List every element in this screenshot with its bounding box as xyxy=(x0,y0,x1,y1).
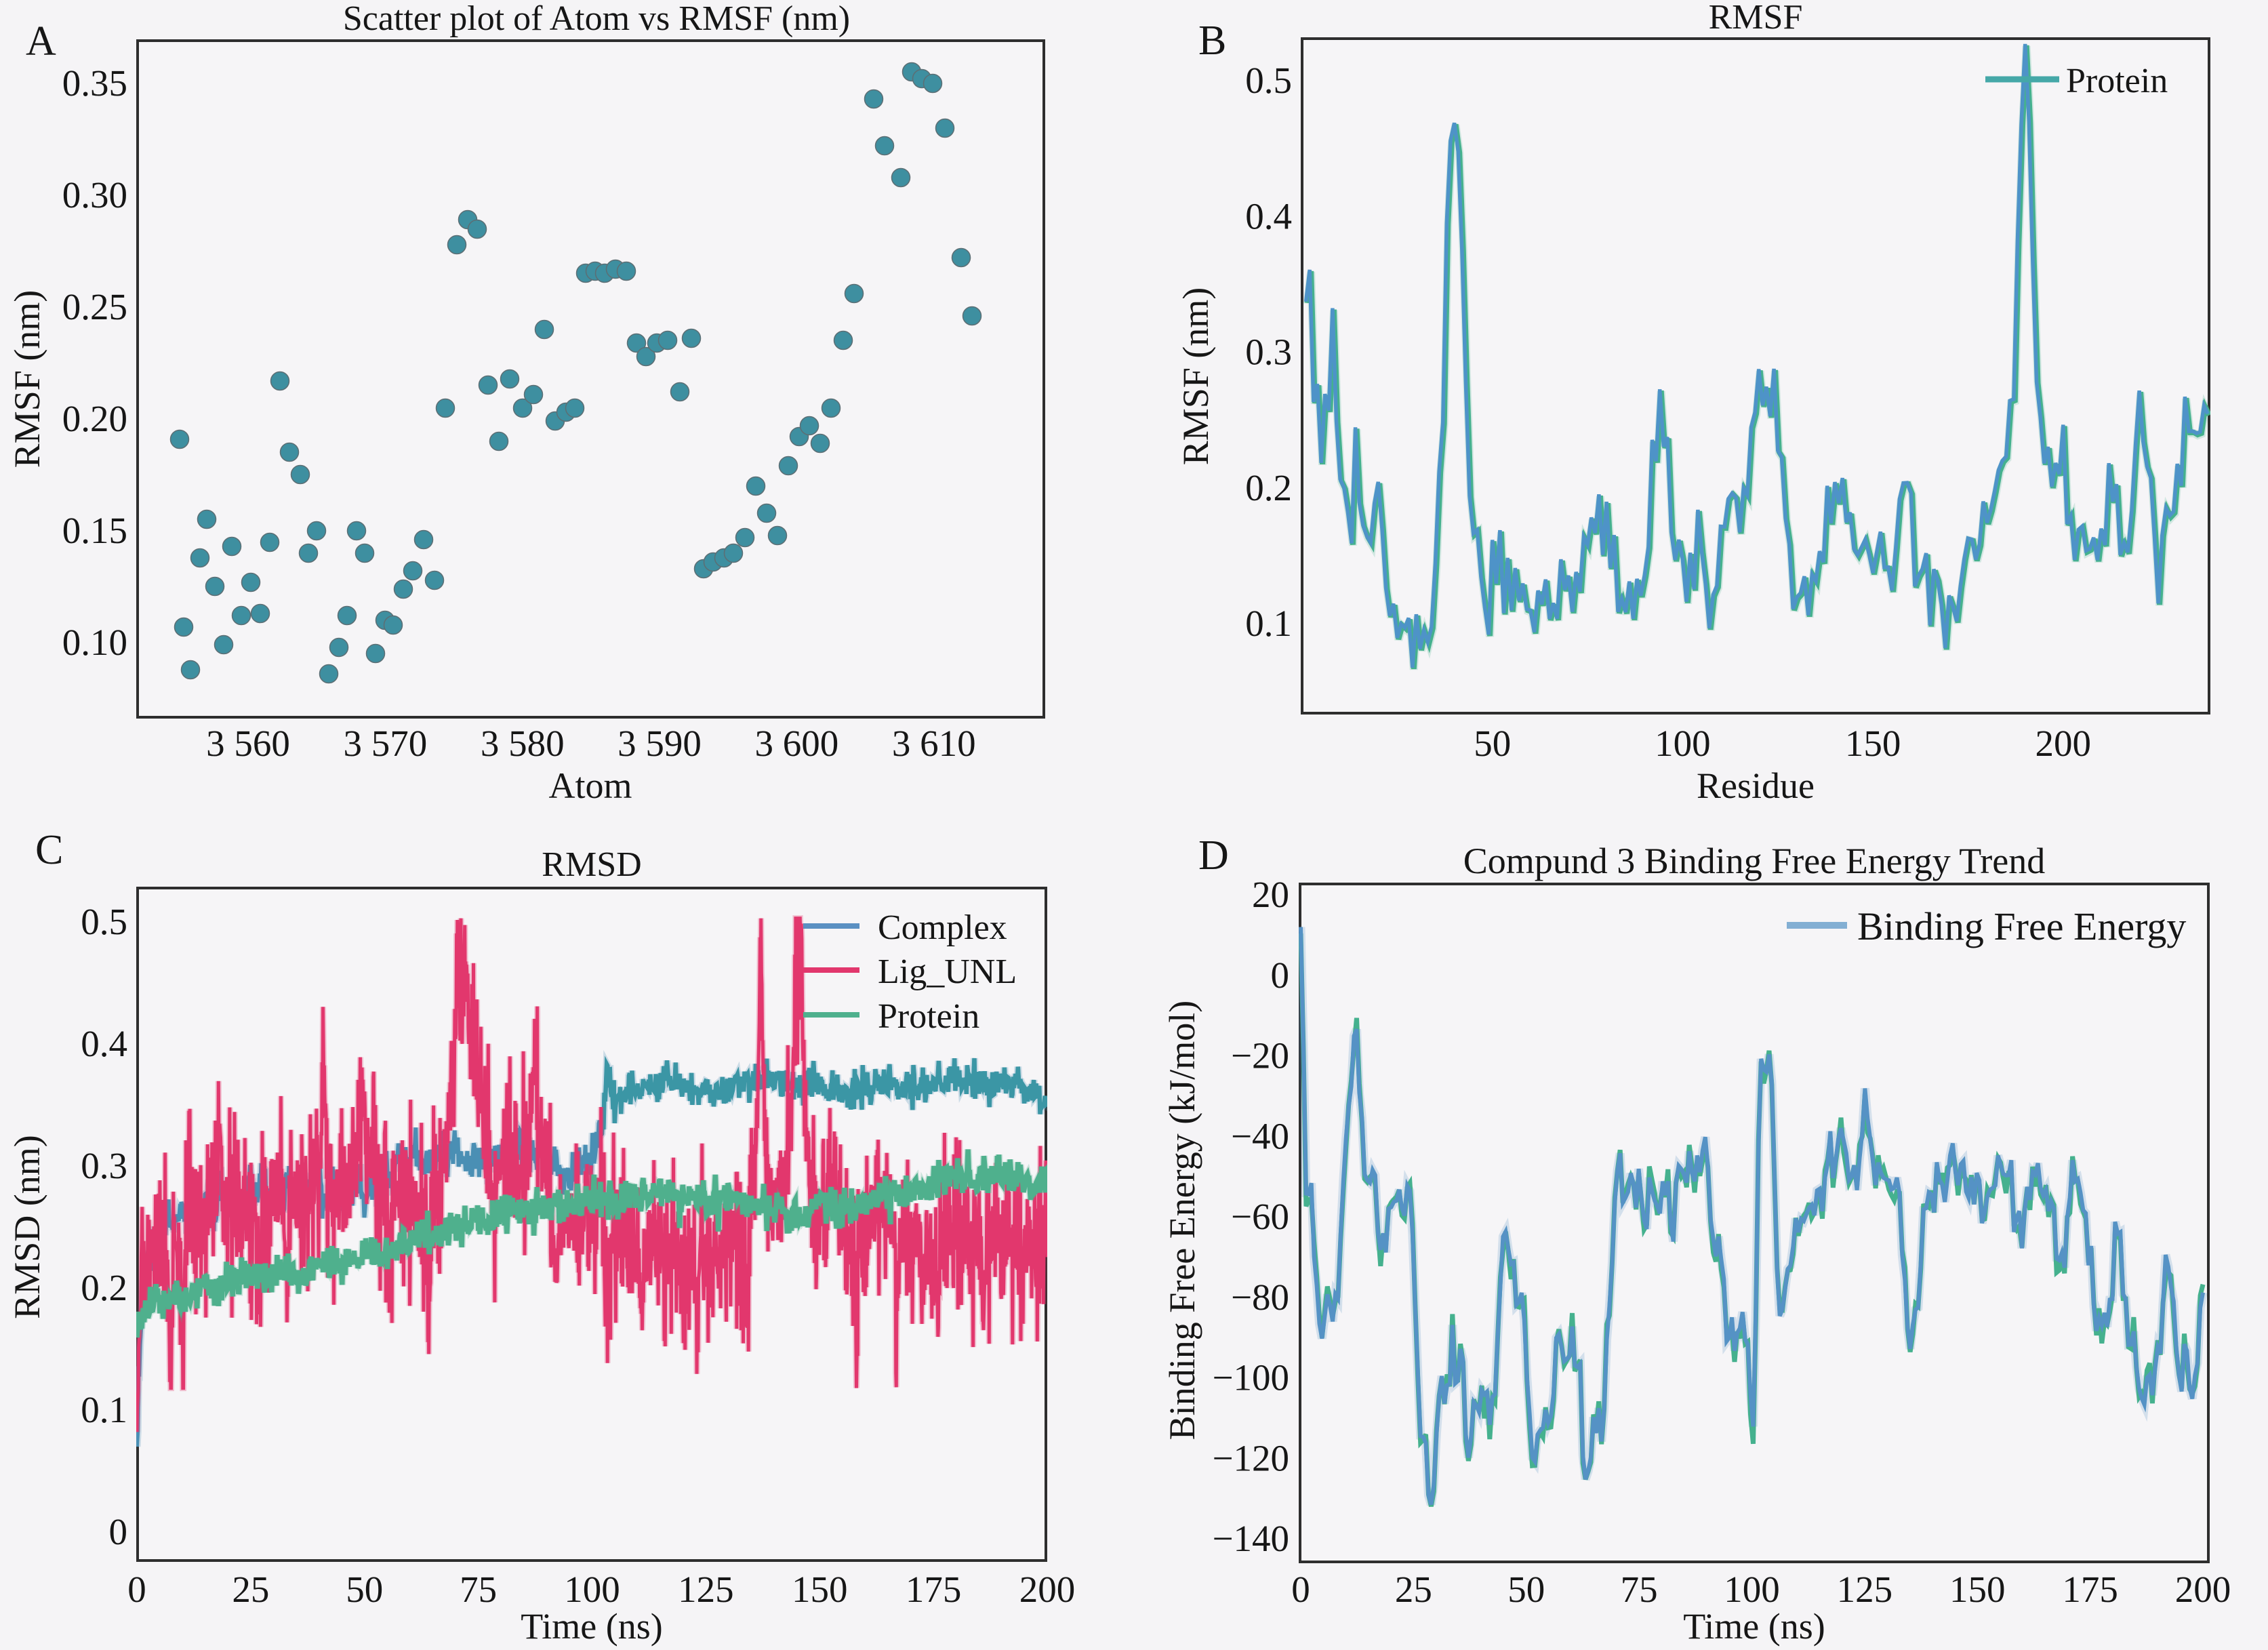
svg-text:100: 100 xyxy=(1655,723,1711,764)
svg-text:Time (ns): Time (ns) xyxy=(521,1606,663,1647)
svg-text:0.5: 0.5 xyxy=(81,901,127,942)
svg-text:Complex: Complex xyxy=(878,908,1007,947)
svg-text:A: A xyxy=(26,18,56,64)
svg-text:0.15: 0.15 xyxy=(62,510,127,551)
svg-text:100: 100 xyxy=(1724,1569,1780,1610)
svg-text:Time (ns): Time (ns) xyxy=(1683,1606,1825,1647)
svg-text:125: 125 xyxy=(1837,1569,1893,1610)
svg-text:0: 0 xyxy=(109,1511,128,1552)
svg-text:50: 50 xyxy=(1474,723,1511,764)
svg-text:0: 0 xyxy=(127,1569,146,1610)
svg-text:25: 25 xyxy=(1395,1569,1432,1610)
svg-text:−80: −80 xyxy=(1231,1276,1289,1318)
svg-text:3 570: 3 570 xyxy=(343,723,427,764)
svg-text:50: 50 xyxy=(346,1569,383,1610)
svg-text:Protein: Protein xyxy=(878,997,979,1036)
svg-text:175: 175 xyxy=(906,1569,962,1610)
svg-text:Binding Free Energy: Binding Free Energy xyxy=(1857,904,2186,948)
svg-text:75: 75 xyxy=(1621,1569,1658,1610)
svg-text:150: 150 xyxy=(792,1569,848,1610)
svg-text:0: 0 xyxy=(1271,954,1290,996)
svg-text:0.2: 0.2 xyxy=(1245,467,1292,508)
svg-text:−100: −100 xyxy=(1212,1357,1289,1399)
svg-text:RMSF (nm): RMSF (nm) xyxy=(1175,287,1216,466)
svg-text:200: 200 xyxy=(2175,1569,2231,1610)
svg-text:0.25: 0.25 xyxy=(62,286,127,327)
svg-text:0.30: 0.30 xyxy=(62,174,127,216)
svg-text:150: 150 xyxy=(1845,723,1901,764)
svg-text:−20: −20 xyxy=(1231,1035,1289,1076)
svg-text:3 590: 3 590 xyxy=(617,723,702,764)
svg-text:RMSF (nm): RMSF (nm) xyxy=(7,290,47,468)
svg-text:200: 200 xyxy=(2036,723,2092,764)
svg-text:75: 75 xyxy=(460,1569,497,1610)
svg-text:50: 50 xyxy=(1507,1569,1545,1610)
svg-text:0.10: 0.10 xyxy=(62,622,127,663)
svg-text:175: 175 xyxy=(2062,1569,2118,1610)
svg-text:25: 25 xyxy=(232,1569,269,1610)
svg-text:C: C xyxy=(35,827,63,873)
svg-text:0: 0 xyxy=(1291,1569,1310,1610)
svg-text:−60: −60 xyxy=(1231,1196,1289,1237)
svg-text:20: 20 xyxy=(1252,874,1289,915)
svg-text:0.1: 0.1 xyxy=(81,1389,127,1430)
svg-text:RMSD (nm): RMSD (nm) xyxy=(7,1135,47,1319)
svg-text:D: D xyxy=(1198,832,1229,879)
svg-text:0.35: 0.35 xyxy=(62,62,127,104)
svg-text:0.3: 0.3 xyxy=(81,1145,127,1186)
svg-text:0.20: 0.20 xyxy=(62,398,127,439)
svg-text:150: 150 xyxy=(1949,1569,2006,1610)
svg-text:Binding Free Energy (kJ/mol): Binding Free Energy (kJ/mol) xyxy=(1162,1001,1202,1440)
svg-text:3 600: 3 600 xyxy=(755,723,839,764)
svg-text:0.3: 0.3 xyxy=(1245,331,1292,373)
svg-text:0.5: 0.5 xyxy=(1245,60,1292,101)
svg-text:0.4: 0.4 xyxy=(81,1023,127,1064)
svg-text:RMSD: RMSD xyxy=(542,845,641,884)
svg-text:200: 200 xyxy=(1019,1569,1076,1610)
svg-text:100: 100 xyxy=(564,1569,620,1610)
svg-text:B: B xyxy=(1198,18,1226,64)
svg-text:125: 125 xyxy=(678,1569,734,1610)
svg-text:Scatter plot of Atom vs RMSF (: Scatter plot of Atom vs RMSF (nm) xyxy=(343,0,850,38)
svg-text:Lig_UNL: Lig_UNL xyxy=(878,952,1017,991)
svg-text:0.4: 0.4 xyxy=(1245,195,1292,237)
svg-text:Compund 3 Binding Free Energy: Compund 3 Binding Free Energy Trend xyxy=(1463,841,2046,881)
svg-text:3 610: 3 610 xyxy=(892,723,976,764)
svg-text:0.2: 0.2 xyxy=(81,1267,127,1308)
svg-text:3 580: 3 580 xyxy=(481,723,565,764)
svg-text:3 560: 3 560 xyxy=(206,723,290,764)
svg-text:Residue: Residue xyxy=(1697,765,1815,806)
svg-text:RMSF: RMSF xyxy=(1709,0,1803,37)
svg-text:−120: −120 xyxy=(1212,1437,1289,1478)
svg-text:−140: −140 xyxy=(1212,1518,1289,1559)
svg-text:−40: −40 xyxy=(1231,1115,1289,1156)
svg-text:Protein: Protein xyxy=(2066,62,2168,100)
svg-text:0.1: 0.1 xyxy=(1245,603,1292,644)
svg-text:Atom: Atom xyxy=(548,765,632,806)
